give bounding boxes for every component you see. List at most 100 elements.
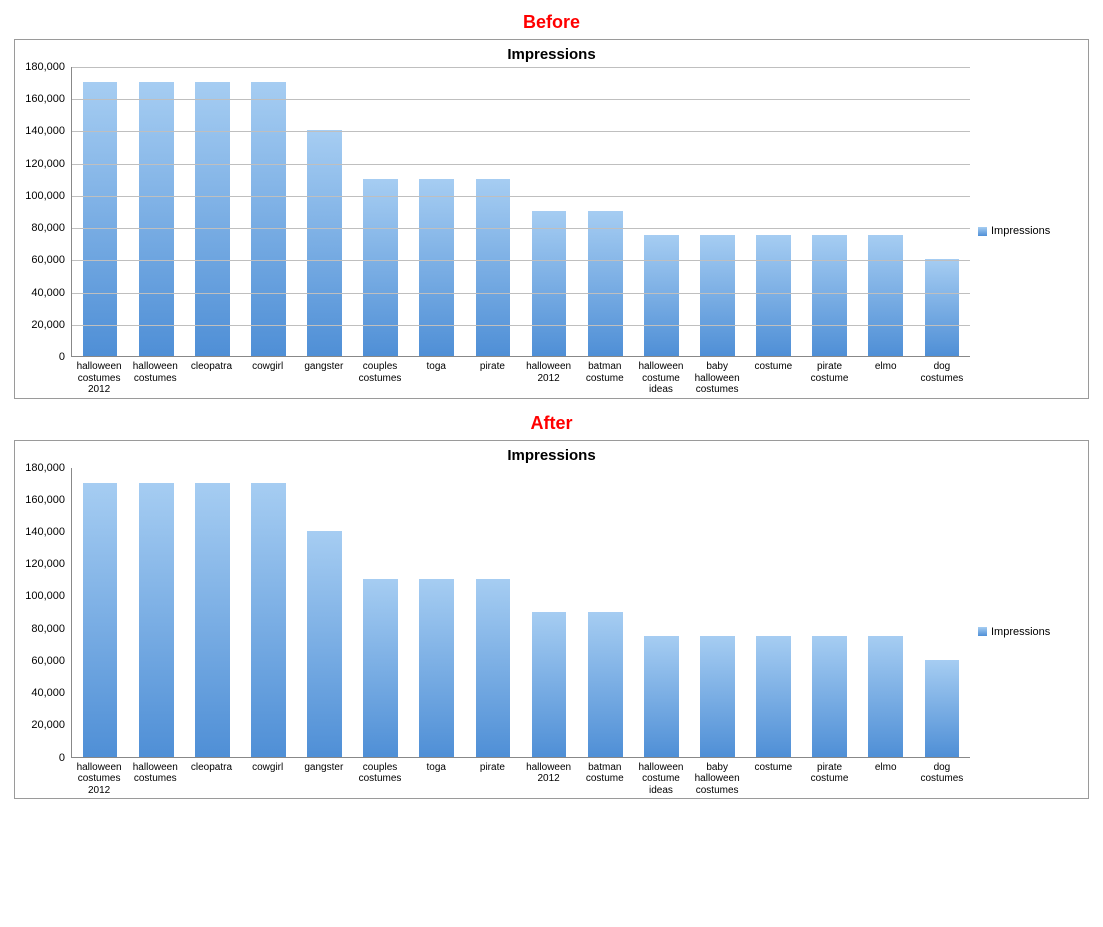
bar — [756, 235, 791, 356]
legend: Impressions — [970, 67, 1088, 396]
bar — [476, 179, 511, 356]
bars-layer — [72, 67, 970, 356]
chart-body: 020,00040,00060,00080,000100,000120,0001… — [15, 468, 1088, 797]
bar — [419, 579, 454, 756]
x-tick-label: pirate — [464, 361, 520, 396]
chart-after: Impressions 020,00040,00060,00080,000100… — [14, 440, 1089, 800]
bar — [700, 636, 735, 757]
y-tick-label: 40,000 — [31, 287, 65, 299]
bar-slot — [353, 67, 409, 356]
x-tick-label: elmo — [858, 361, 914, 396]
x-tick-label: elmo — [858, 762, 914, 797]
x-tick-label: halloween costumes 2012 — [71, 361, 127, 396]
x-tick-label: halloween costume ideas — [633, 361, 689, 396]
y-tick-label: 40,000 — [31, 687, 65, 699]
chart-before: Impressions 020,00040,00060,00080,000100… — [14, 39, 1089, 399]
bar-slot — [240, 468, 296, 757]
x-tick-label: toga — [408, 361, 464, 396]
bar — [83, 82, 118, 356]
y-axis: 020,00040,00060,00080,000100,000120,0001… — [15, 67, 71, 357]
y-tick-label: 60,000 — [31, 655, 65, 667]
x-tick-label: cleopatra — [183, 762, 239, 797]
x-labels: halloween costumes 2012halloween costume… — [71, 762, 970, 797]
y-tick-label: 80,000 — [31, 222, 65, 234]
bar-slot — [858, 67, 914, 356]
bar-slot — [689, 67, 745, 356]
bar-slot — [128, 67, 184, 356]
y-tick-label: 140,000 — [25, 125, 65, 137]
bar — [644, 235, 679, 356]
bar — [588, 612, 623, 757]
x-tick-label: toga — [408, 762, 464, 797]
bar-slot — [521, 67, 577, 356]
bar-slot — [128, 468, 184, 757]
gridline — [72, 67, 970, 68]
x-tick-label: costume — [745, 762, 801, 797]
x-tick-label: baby halloween costumes — [689, 361, 745, 396]
x-tick-label: gangster — [296, 762, 352, 797]
y-tick-label: 100,000 — [25, 190, 65, 202]
chart-title: Impressions — [15, 441, 1088, 468]
bar — [139, 82, 174, 356]
x-tick-label: dog costumes — [914, 361, 970, 396]
chart-body: 020,00040,00060,00080,000100,000120,0001… — [15, 67, 1088, 396]
legend-item: Impressions — [978, 225, 1050, 237]
bar-slot — [633, 468, 689, 757]
y-tick-label: 120,000 — [25, 158, 65, 170]
gridline — [72, 260, 970, 261]
y-tick-label: 80,000 — [31, 623, 65, 635]
plot-area — [71, 67, 970, 357]
gridline — [72, 131, 970, 132]
bar-slot — [184, 67, 240, 356]
bar — [868, 235, 903, 356]
y-tick-label: 20,000 — [31, 319, 65, 331]
bar-slot — [465, 468, 521, 757]
gridline — [72, 228, 970, 229]
legend-item: Impressions — [978, 626, 1050, 638]
gridline — [72, 99, 970, 100]
x-tick-label: dog costumes — [914, 762, 970, 797]
y-tick-label: 0 — [59, 752, 65, 764]
gridline — [72, 196, 970, 197]
gridline — [72, 164, 970, 165]
plot-area — [71, 468, 970, 758]
bar — [195, 483, 230, 757]
bar-slot — [297, 67, 353, 356]
bar — [812, 636, 847, 757]
bar — [532, 211, 567, 356]
bar-slot — [521, 468, 577, 757]
after-heading: After — [0, 413, 1103, 434]
y-tick-label: 160,000 — [25, 93, 65, 105]
bar-slot — [409, 468, 465, 757]
bar — [588, 211, 623, 356]
x-tick-label: cowgirl — [240, 361, 296, 396]
bar — [139, 483, 174, 757]
bar-slot — [746, 67, 802, 356]
x-tick-label: halloween 2012 — [521, 361, 577, 396]
y-tick-label: 160,000 — [25, 494, 65, 506]
y-tick-label: 180,000 — [25, 61, 65, 73]
bar — [363, 579, 398, 756]
x-tick-label: couples costumes — [352, 361, 408, 396]
x-tick-label: halloween costumes — [127, 361, 183, 396]
x-tick-label: batman costume — [577, 361, 633, 396]
bar — [195, 82, 230, 356]
bar-slot — [858, 468, 914, 757]
before-heading: Before — [0, 12, 1103, 33]
y-tick-label: 140,000 — [25, 526, 65, 538]
gridline — [72, 325, 970, 326]
bar-slot — [577, 468, 633, 757]
bar-slot — [465, 67, 521, 356]
x-tick-label: halloween costumes — [127, 762, 183, 797]
bar — [83, 483, 118, 757]
bar — [812, 235, 847, 356]
bar — [419, 179, 454, 356]
x-tick-label: pirate costume — [801, 361, 857, 396]
bar-slot — [914, 468, 970, 757]
bar — [925, 660, 960, 757]
page-root: Before Impressions 0 20,000 40,000 60,000 80… — [0, 0, 1103, 833]
bar-slot — [746, 468, 802, 757]
bar-slot — [297, 468, 353, 757]
bar — [251, 82, 286, 356]
gridline — [72, 293, 970, 294]
